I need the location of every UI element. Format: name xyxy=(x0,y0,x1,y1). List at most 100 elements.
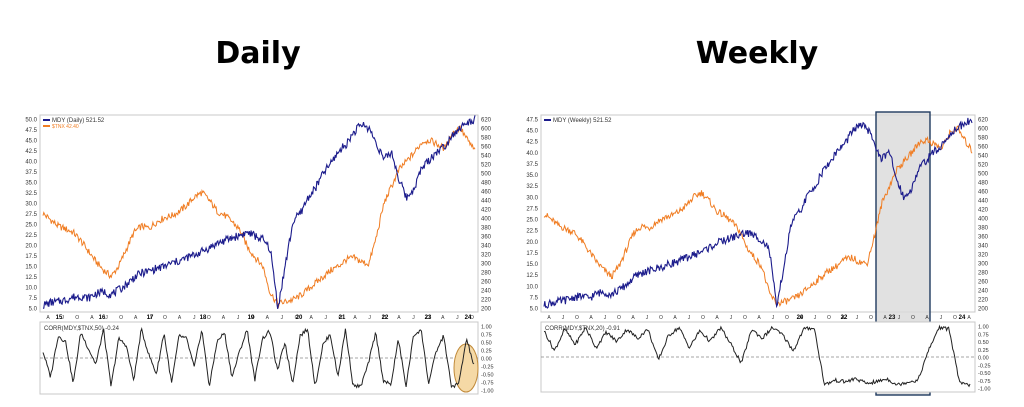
right-axis-tick: 200 xyxy=(978,307,989,313)
x-year-label: 21 xyxy=(339,315,346,321)
x-month-label: A xyxy=(883,315,887,321)
x-month-label: O xyxy=(470,315,474,321)
right-axis-tick: 420 xyxy=(481,208,492,214)
x-month-label: O xyxy=(163,315,167,321)
x-month-label: J xyxy=(898,315,901,321)
x-year-label: 18 xyxy=(200,315,207,321)
left-axis-tick: 15.0 xyxy=(25,265,37,271)
x-month-label: J xyxy=(456,315,459,321)
x-month-label: J xyxy=(814,315,817,321)
x-month-label: O xyxy=(75,315,79,321)
legend-tnx-label: $TNX 42.40 xyxy=(52,124,79,130)
x-month-label: O xyxy=(251,315,255,321)
right-axis-tick: 260 xyxy=(978,280,989,286)
x-year-label: 20 xyxy=(797,315,804,321)
x-year-label: 24 xyxy=(465,315,472,321)
x-year-label: 22 xyxy=(841,315,848,321)
left-axis-tick: 12.5 xyxy=(25,275,37,281)
x-month-label: A xyxy=(353,315,357,321)
x-month-label: J xyxy=(149,315,152,321)
indicator-axis-tick: -0.75 xyxy=(978,379,991,385)
right-axis-tick: 240 xyxy=(978,289,989,295)
x-month-label: A xyxy=(90,315,94,321)
right-axis-tick: 560 xyxy=(481,145,492,151)
indicator-axis-tick: -0.75 xyxy=(481,381,494,387)
right-axis-tick: 500 xyxy=(481,172,492,178)
left-axis-tick: 35.0 xyxy=(526,173,538,179)
x-month-label: J xyxy=(325,315,328,321)
x-month-label: J xyxy=(193,315,196,321)
x-year-label: 23 xyxy=(889,315,896,321)
left-axis-tick: 32.5 xyxy=(526,184,538,190)
x-month-label: J xyxy=(412,315,415,321)
left-axis-tick: 12.5 xyxy=(526,273,538,279)
x-month-label: O xyxy=(953,315,957,321)
left-axis-tick: 17.5 xyxy=(25,254,37,260)
left-axis-tick: 7.5 xyxy=(530,295,539,301)
x-year-label: 22 xyxy=(382,315,389,321)
right-axis-tick: 460 xyxy=(978,190,989,196)
left-axis-tick: 45.0 xyxy=(25,139,37,145)
indicator-line xyxy=(543,324,971,388)
left-axis-tick: 15.0 xyxy=(526,262,538,268)
x-month-label: A xyxy=(222,315,226,321)
indicator-axis-tick: -0.25 xyxy=(978,363,991,369)
right-axis-tick: 560 xyxy=(978,145,989,151)
right-axis-tick: 240 xyxy=(481,289,492,295)
indicator-axis-tick: 0.50 xyxy=(978,340,989,346)
x-month-label: J xyxy=(730,315,733,321)
x-month-label: A xyxy=(310,315,314,321)
x-month-label: J xyxy=(61,315,64,321)
x-month-label: O xyxy=(382,315,386,321)
right-axis-tick: 260 xyxy=(481,280,492,286)
x-month-label: O xyxy=(207,315,211,321)
left-axis-tick: 40.0 xyxy=(526,151,538,157)
indicator-label: CORR(MDY,$TNX,20) -0.91 xyxy=(545,326,621,332)
x-month-label: A xyxy=(799,315,803,321)
left-axis-tick: 5.0 xyxy=(530,307,539,313)
indicator-axis-tick: 0.75 xyxy=(978,332,989,338)
left-axis-tick: 27.5 xyxy=(25,212,37,218)
indicator-axis-tick: 0.75 xyxy=(481,333,492,339)
x-month-label: A xyxy=(841,315,845,321)
right-axis-tick: 400 xyxy=(481,217,492,223)
right-axis-tick: 620 xyxy=(978,118,989,124)
x-month-label: O xyxy=(295,315,299,321)
indicator-axis-tick: 1.00 xyxy=(978,325,989,331)
x-year-label: 23 xyxy=(425,315,432,321)
right-axis-tick: 380 xyxy=(978,226,989,232)
indicator-axis-tick: 0.50 xyxy=(481,341,492,347)
series-mdy-line xyxy=(543,117,973,309)
x-month-label: O xyxy=(911,315,915,321)
x-month-label: O xyxy=(119,315,123,321)
indicator-axis-tick: 1.00 xyxy=(481,325,492,331)
left-axis-tick: 32.5 xyxy=(25,191,37,197)
x-month-label: A xyxy=(46,315,50,321)
indicator-axis-tick: 0.25 xyxy=(978,348,989,354)
left-axis-tick: 10.0 xyxy=(526,284,538,290)
right-axis-tick: 300 xyxy=(978,262,989,268)
indicator-axis-tick: -0.50 xyxy=(481,373,494,379)
right-axis-tick: 420 xyxy=(978,208,989,214)
right-axis-tick: 220 xyxy=(481,298,492,304)
left-axis-tick: 10.0 xyxy=(25,286,37,292)
x-year-label: 15 xyxy=(56,315,63,321)
x-month-label: J xyxy=(772,315,775,321)
x-month-label: J xyxy=(105,315,108,321)
right-axis-tick: 440 xyxy=(978,199,989,205)
x-month-label: O xyxy=(426,315,430,321)
indicator-axis-tick: -0.50 xyxy=(978,371,991,377)
indicator-axis-tick: 0.25 xyxy=(481,349,492,355)
left-axis-tick: 35.0 xyxy=(25,181,37,187)
right-axis-tick: 200 xyxy=(481,307,492,313)
left-axis-tick: 45.0 xyxy=(526,129,538,135)
x-month-label: O xyxy=(869,315,873,321)
x-month-label: J xyxy=(237,315,240,321)
legend-mdy-label: MDY (Daily) 521.52 xyxy=(52,118,105,124)
right-axis-tick: 520 xyxy=(978,163,989,169)
left-axis-tick: 40.0 xyxy=(25,160,37,166)
x-month-label: A xyxy=(547,315,551,321)
right-axis-tick: 280 xyxy=(978,271,989,277)
right-axis-tick: 580 xyxy=(978,136,989,142)
right-axis-tick: 460 xyxy=(481,190,492,196)
